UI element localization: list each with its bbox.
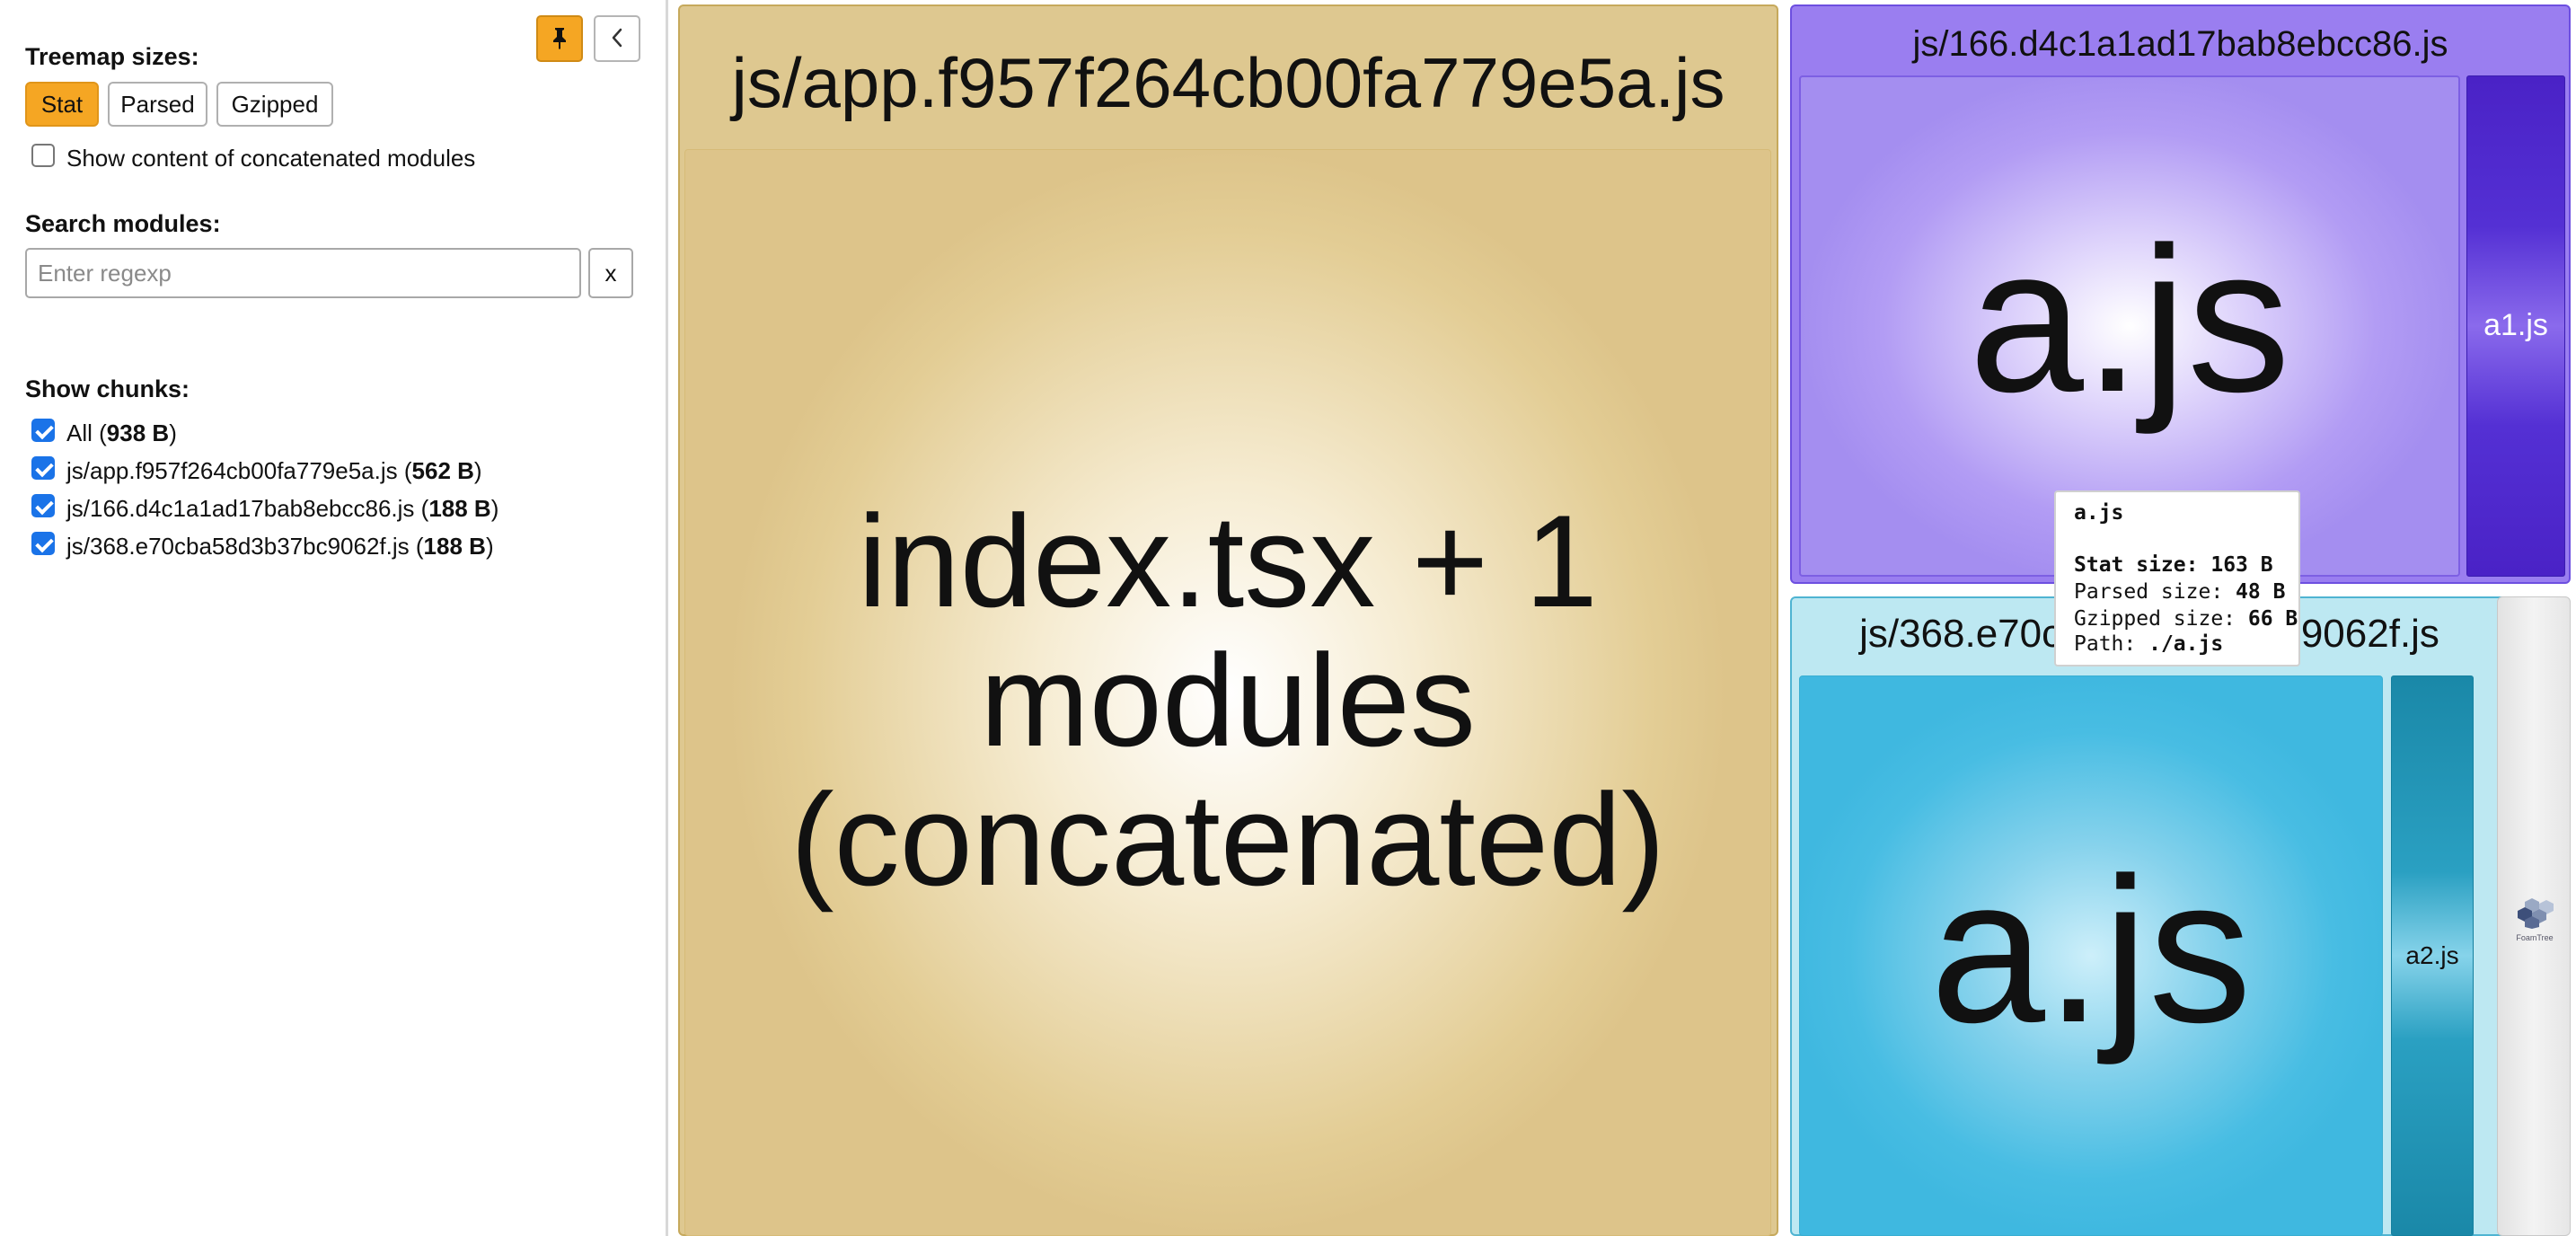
size-gzipped-button[interactable]: Gzipped (216, 82, 333, 127)
module-166-a-label: a.js (1969, 204, 2290, 435)
tooltip-title: a.js (2074, 501, 2124, 525)
treemap-module-166-a1[interactable]: a1.js (2466, 75, 2565, 577)
chunk-checkbox-166[interactable] (31, 494, 55, 517)
module-166-a1-label: a1.js (2483, 308, 2548, 342)
size-parsed-button[interactable]: Parsed (108, 82, 207, 127)
chunk-app-title: js/app.f957f264cb00fa779e5a.js (731, 43, 1725, 122)
chunk-checkbox-368[interactable] (31, 532, 55, 555)
chevron-left-icon (609, 27, 625, 51)
treemap-module-368-a2[interactable]: a2.js (2391, 675, 2474, 1236)
show-chunks-label: Show chunks: (25, 375, 190, 402)
module-368-a-label: a.js (1930, 834, 2252, 1065)
search-modules-label: Search modules: (25, 210, 221, 237)
foamtree-logo-strip: FoamTree (2497, 596, 2571, 1236)
module-368-a2-label: a2.js (2405, 941, 2459, 969)
pin-sidebar-button[interactable] (536, 15, 583, 62)
chunk-checkbox-all[interactable] (31, 419, 55, 442)
show-concatenated-checkbox[interactable] (31, 144, 55, 167)
module-index-label: index.tsx + 1 modules (concatenated) (790, 488, 1665, 913)
pin-icon (550, 26, 569, 52)
treemap-module-index-concatenated[interactable]: index.tsx + 1 modules (concatenated) (684, 149, 1771, 1236)
tooltip-parsed-size: Parsed size: 48 B (2074, 580, 2286, 604)
sidebar: Treemap sizes: Stat Parsed Gzipped Show … (0, 0, 668, 1236)
collapse-sidebar-button[interactable] (594, 15, 640, 62)
tooltip-path: Path: ./a.js (2074, 632, 2224, 656)
chunk-label-166: js/166.d4c1a1ad17bab8ebcc86.js (188 B) (66, 495, 499, 522)
foamtree-logo-icon: FoamTree (2514, 898, 2555, 942)
treemap-sizes-label: Treemap sizes: (25, 43, 199, 70)
size-stat-button[interactable]: Stat (25, 82, 99, 127)
clear-search-button[interactable]: x (588, 248, 633, 298)
tooltip-gzipped-size: Gzipped size: 66 B (2074, 607, 2298, 631)
show-concatenated-label: Show content of concatenated modules (66, 145, 476, 172)
search-input[interactable] (25, 248, 581, 298)
chunk-label-all: All (938 B) (66, 419, 177, 446)
tooltip-stat-size: Stat size: 163 B (2074, 553, 2273, 577)
chunk-label-368: js/368.e70cba58d3b37bc9062f.js (188 B) (66, 533, 494, 560)
chunk-label-app: js/app.f957f264cb00fa779e5a.js (562 B) (66, 457, 482, 484)
module-tooltip: a.js Stat size: 163 B Parsed size: 48 B … (2054, 490, 2300, 667)
treemap-module-368-a[interactable]: a.js (1799, 675, 2383, 1236)
chunk-checkbox-app[interactable] (31, 456, 55, 480)
chunk-166-title: js/166.d4c1a1ad17bab8ebcc86.js (1912, 24, 2448, 64)
